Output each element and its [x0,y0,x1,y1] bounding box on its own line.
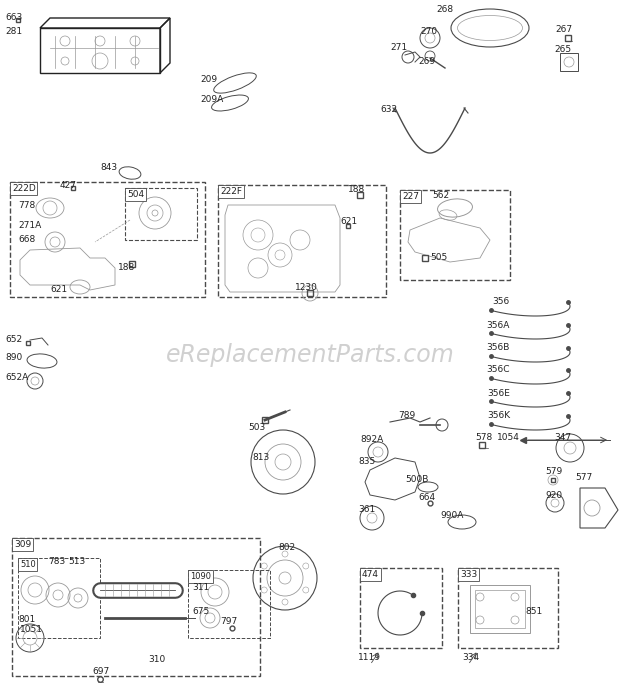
Text: 227: 227 [402,192,419,201]
Text: 356C: 356C [487,365,510,374]
Text: 356B: 356B [487,344,510,353]
Bar [12,538,260,676]
Text: 1090: 1090 [190,572,211,581]
Text: 579: 579 [545,468,562,477]
Text: 652: 652 [5,335,22,344]
Text: 801: 801 [18,615,35,624]
Text: 562: 562 [432,191,449,200]
Text: 632: 632 [380,105,397,114]
Text: 333: 333 [460,570,477,579]
Text: 188: 188 [118,263,135,272]
Text: 356: 356 [493,297,510,306]
Text: 802: 802 [278,543,295,552]
Text: 1119: 1119 [358,653,381,663]
Text: 311: 311 [192,584,210,593]
Text: 361: 361 [358,505,375,514]
Text: 920: 920 [545,491,562,500]
Text: 778: 778 [18,200,35,209]
Bar [125,188,197,240]
Text: 1054: 1054 [497,434,520,443]
Text: 577: 577 [575,473,592,482]
Text: 281: 281 [5,28,22,37]
Text: 990A: 990A [440,511,463,520]
Text: 797: 797 [220,617,237,626]
Text: 356E: 356E [487,389,510,398]
Text: 209: 209 [200,76,217,85]
Text: 503: 503 [248,423,265,432]
Text: 222D: 222D [12,184,36,193]
Bar [400,190,510,280]
Text: 890: 890 [5,353,22,362]
Text: 269: 269 [418,58,435,67]
Text: 813: 813 [252,453,269,462]
Text: 851: 851 [525,608,542,617]
Text: 188: 188 [348,186,365,195]
Text: 697: 697 [92,667,109,676]
Text: 268: 268 [436,6,453,15]
Text: 334: 334 [462,653,479,663]
Bar [470,585,530,633]
Bar [475,590,525,628]
Bar [560,53,578,71]
Bar [218,185,386,297]
Text: 265: 265 [554,46,571,55]
Text: 271A: 271A [18,220,42,229]
Text: 309: 309 [14,540,31,549]
Text: 505: 505 [430,254,447,263]
Text: 835: 835 [358,457,375,466]
Text: 209A: 209A [200,96,223,105]
Text: 578: 578 [475,434,492,443]
Text: 621: 621 [340,218,357,227]
Text: 510: 510 [20,560,36,569]
Bar [360,568,442,648]
Text: 1051: 1051 [20,626,43,635]
Text: 783: 783 [48,557,65,566]
Bar [458,568,558,648]
Text: 271: 271 [390,44,407,53]
Text: 663: 663 [5,13,22,22]
Text: 504: 504 [127,190,144,199]
Text: 474: 474 [362,570,379,579]
Text: 222F: 222F [220,187,242,196]
Bar [18,558,100,638]
Text: 1230: 1230 [295,283,318,292]
Text: 267: 267 [555,26,572,35]
Text: 500B: 500B [405,475,428,484]
Text: 843: 843 [100,164,117,173]
Text: eReplacementParts.com: eReplacementParts.com [166,343,454,367]
Text: 664: 664 [418,493,435,502]
Text: 356K: 356K [487,412,510,421]
Text: 652A: 652A [5,374,29,383]
Text: 892A: 892A [360,435,383,444]
Text: 513: 513 [68,557,86,566]
Text: 356A: 356A [487,320,510,329]
Text: 675: 675 [192,608,210,617]
Text: 310: 310 [148,656,166,665]
Text: 347: 347 [554,434,571,443]
Text: 668: 668 [18,236,35,245]
Bar [10,182,205,297]
Text: 789: 789 [398,410,415,419]
Text: 427: 427 [60,182,77,191]
Bar [188,570,270,638]
Text: 270: 270 [420,28,437,37]
Text: 621: 621 [50,286,67,295]
